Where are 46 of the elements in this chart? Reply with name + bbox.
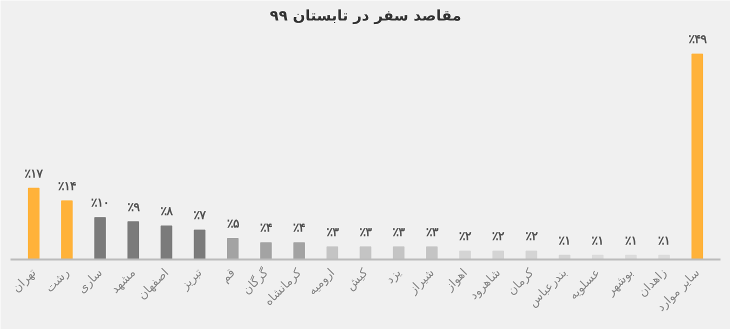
data-label: ٪۵ (226, 216, 240, 231)
data-label: ٪۴۹ (688, 32, 708, 46)
bar (260, 242, 272, 260)
bar (691, 54, 704, 260)
bar (526, 250, 538, 260)
x-tick-label: تبریز (177, 266, 205, 293)
x-tick-label: ارومیه (305, 266, 338, 298)
data-label: ٪۳ (426, 224, 439, 239)
bar (293, 242, 305, 260)
x-tick-label: ساری (74, 266, 106, 296)
data-label: ٪۱ (592, 233, 604, 248)
x-tick-label: قم (218, 266, 238, 286)
data-label: ٪۹ (127, 200, 140, 214)
bar (194, 230, 206, 260)
bar (160, 225, 172, 260)
data-label: ٪۴ (260, 220, 272, 235)
data-label: ٪۱۰ (91, 196, 110, 210)
x-tick-label: شیراز (405, 266, 437, 297)
data-label: ٪۳ (360, 224, 372, 239)
data-label: ٪۳ (326, 224, 340, 239)
x-tick-label: کرمان (504, 265, 537, 298)
chart-title: مقاصد سفر در تابستان ۹۹ (270, 8, 462, 24)
data-label: ٪۸ (160, 204, 174, 218)
x-tick-label: رشت (42, 265, 72, 295)
data-label: ٪۱ (658, 233, 670, 248)
bar (28, 188, 40, 260)
data-label: ٪۲ (525, 229, 538, 244)
x-tick-label: کیش (343, 265, 371, 293)
data-label: ٪۷ (194, 208, 207, 222)
data-label: ٪۱ (558, 233, 571, 248)
data-label: ٪۱ (624, 233, 637, 248)
bar (459, 250, 471, 260)
x-tick-label: یزد (382, 266, 404, 286)
data-label: ٪۱۴ (58, 178, 76, 193)
bar (61, 200, 73, 260)
bar (127, 221, 140, 260)
x-tick-label: بوشهر (602, 266, 636, 299)
data-label: ٪۱۷ (24, 166, 44, 180)
bar (226, 238, 239, 260)
data-label: ٪۲ (459, 229, 472, 244)
data-label: ٪۳ (392, 224, 406, 239)
x-tick-label: تهران (9, 266, 39, 295)
data-label: ٪۲ (492, 229, 506, 244)
x-tick-label: عسلویه (566, 266, 603, 302)
data-label: ٪۴ (293, 220, 306, 235)
bar (94, 217, 106, 260)
